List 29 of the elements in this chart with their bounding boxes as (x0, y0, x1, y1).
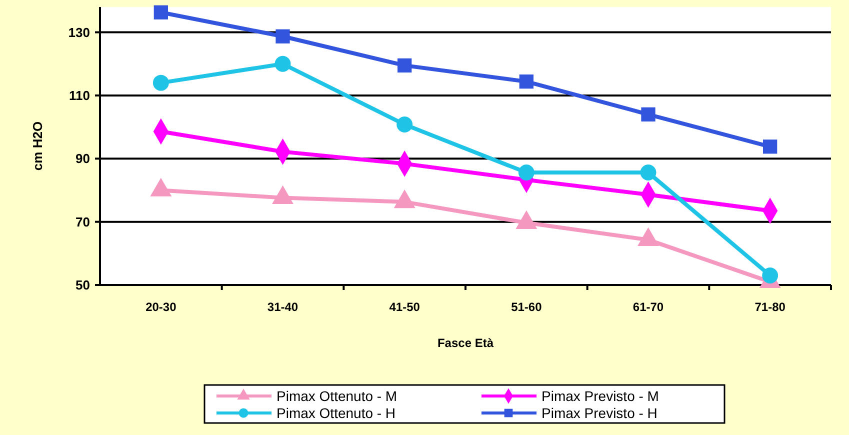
y-tick-label: 130 (68, 24, 90, 40)
y-tick-label: 90 (76, 151, 90, 166)
point (641, 107, 656, 122)
legend-label: Pimax Ottenuto - H (276, 404, 396, 421)
x-axis-title: Fasce Età (437, 336, 494, 350)
x-tick-label: 41-50 (389, 300, 420, 314)
x-tick-label: 51-60 (511, 300, 542, 314)
point (398, 58, 412, 73)
point (762, 268, 778, 284)
y-tick-label: 50 (76, 278, 90, 293)
point (640, 164, 656, 180)
legend-label: Pimax Previsto - H (542, 404, 658, 421)
legend-label: Pimax Previsto - M (542, 388, 659, 404)
point (763, 140, 778, 154)
legend-label: Pimax Ottenuto - M (276, 388, 398, 404)
x-tick-label: 20-30 (146, 300, 177, 314)
point (396, 116, 413, 132)
x-tick-label: 61-70 (632, 300, 664, 314)
point (154, 5, 168, 20)
point (519, 74, 534, 89)
point (152, 74, 169, 91)
x-tick-label: 71-80 (754, 300, 786, 314)
point (518, 164, 534, 180)
y-tick-label: 110 (69, 88, 90, 104)
y-tick-label: 70 (76, 214, 90, 230)
point (274, 56, 291, 72)
x-tick-label: 31-40 (267, 300, 298, 314)
point (276, 29, 290, 44)
y-axis-title: cm H2O (30, 121, 45, 171)
